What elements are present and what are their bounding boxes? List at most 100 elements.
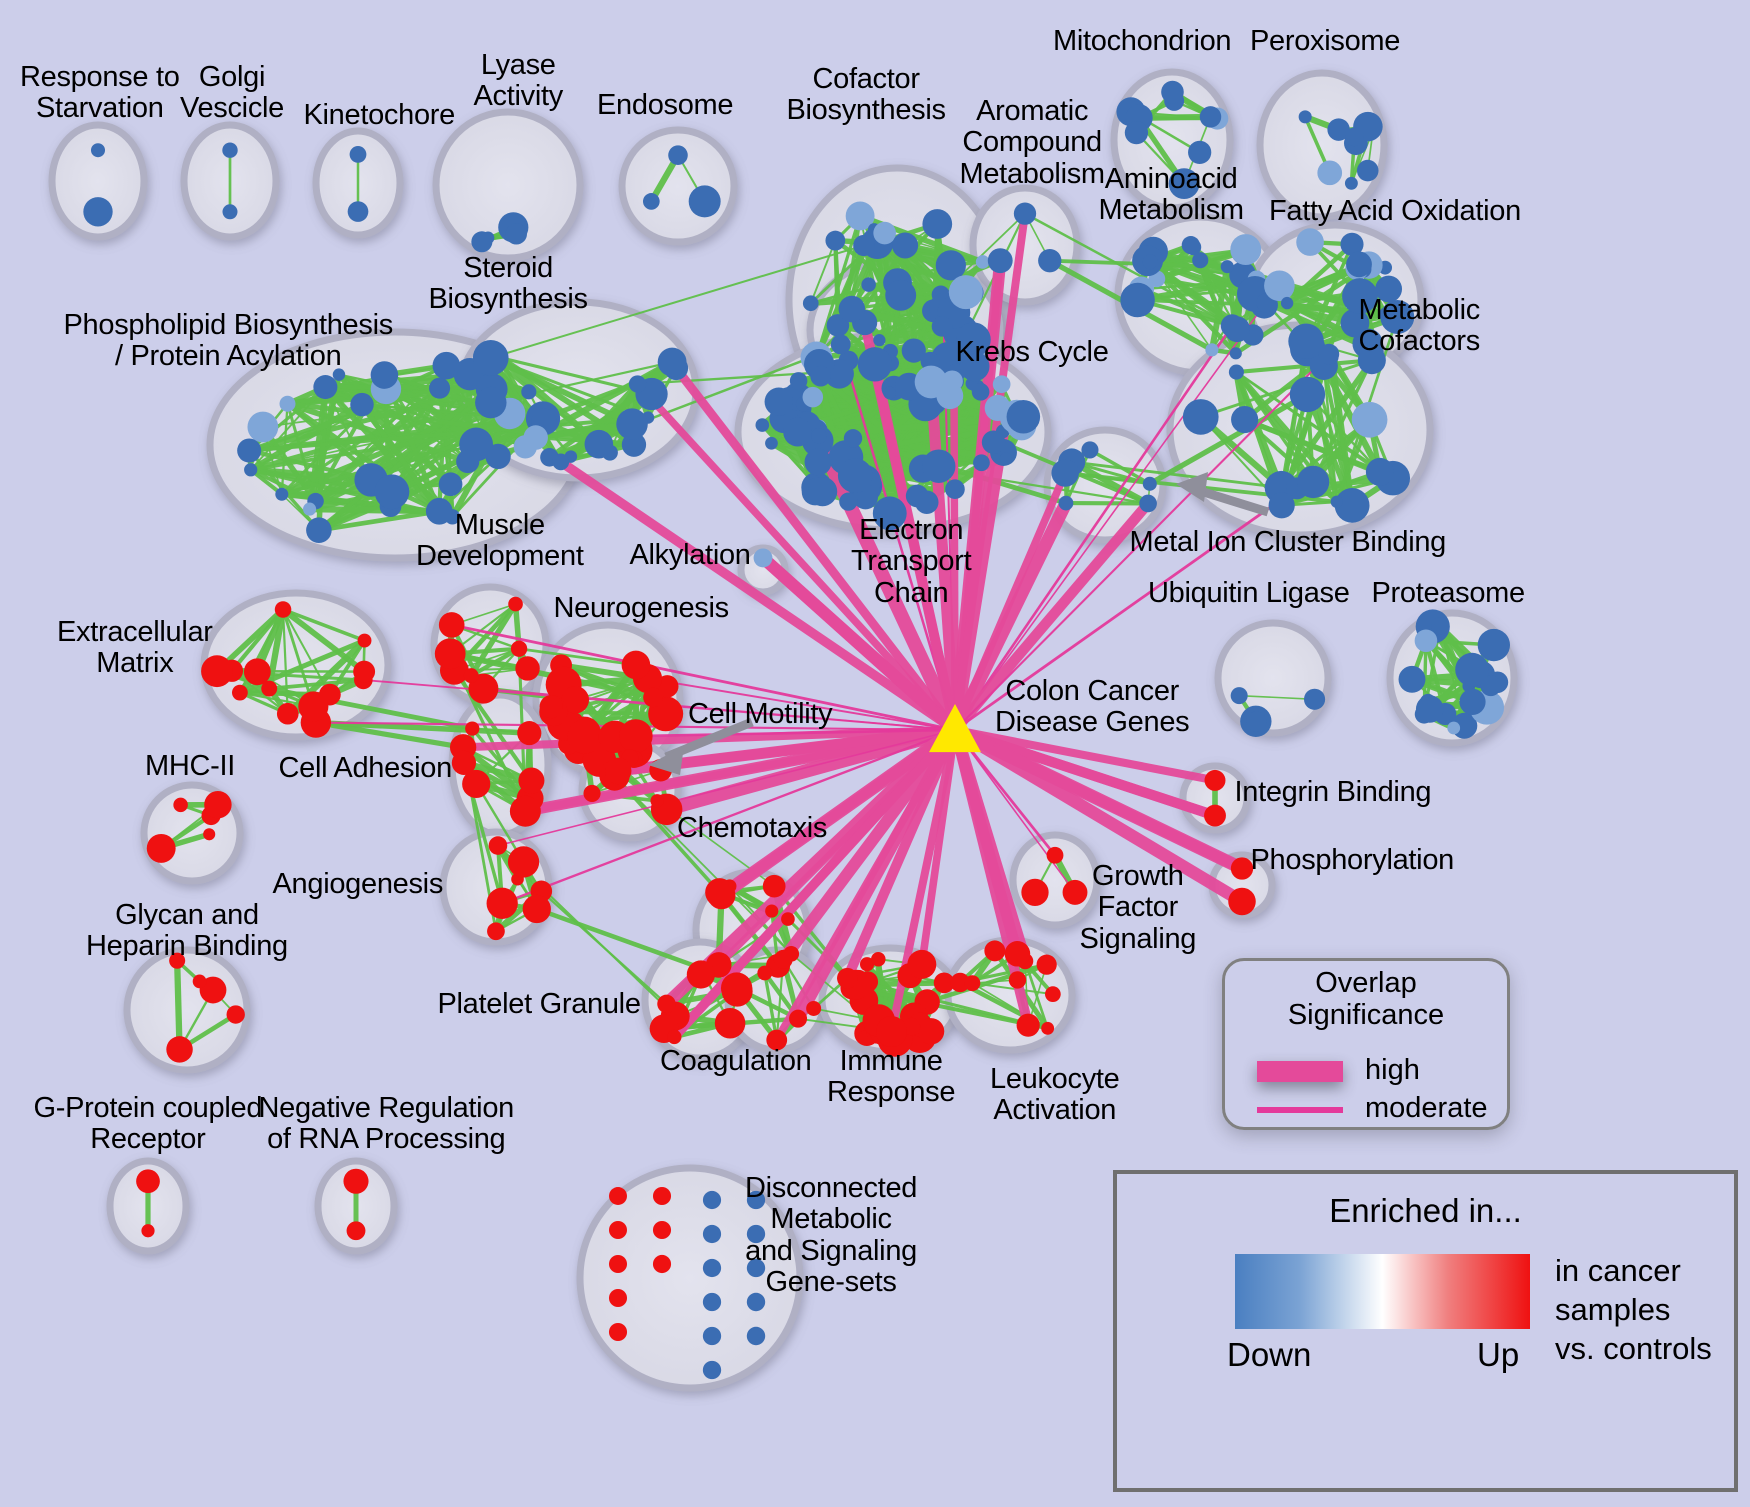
- gene-set-node[interactable]: [873, 221, 896, 245]
- gene-set-node[interactable]: [1340, 308, 1370, 338]
- gene-set-node[interactable]: [1021, 878, 1049, 907]
- gene-set-node[interactable]: [1192, 252, 1209, 269]
- gene-set-node[interactable]: [955, 322, 991, 358]
- gene-set-node[interactable]: [892, 232, 919, 259]
- gene-set-node[interactable]: [1188, 140, 1212, 164]
- gene-set-node[interactable]: [1318, 343, 1340, 365]
- gene-set-node[interactable]: [975, 255, 990, 269]
- gene-set-node[interactable]: [686, 960, 715, 989]
- gene-set-node[interactable]: [1008, 971, 1027, 989]
- gene-set-node[interactable]: [1356, 159, 1379, 182]
- gene-set-node[interactable]: [857, 347, 893, 382]
- gene-set-node[interactable]: [973, 454, 990, 472]
- gene-set-node[interactable]: [830, 334, 851, 355]
- gene-set-node[interactable]: [222, 204, 238, 220]
- gene-set-node[interactable]: [1317, 160, 1343, 186]
- gene-set-node[interactable]: [714, 1007, 746, 1039]
- gene-set-node[interactable]: [652, 1254, 672, 1274]
- gene-set-node[interactable]: [746, 1190, 766, 1210]
- gene-set-node[interactable]: [199, 976, 227, 1004]
- gene-set-node[interactable]: [933, 972, 955, 994]
- gene-set-node[interactable]: [1415, 695, 1444, 723]
- gene-set-node[interactable]: [1220, 260, 1234, 274]
- gene-set-node[interactable]: [243, 658, 271, 686]
- gene-set-node[interactable]: [650, 794, 664, 808]
- gene-set-node[interactable]: [204, 790, 232, 819]
- gene-set-node[interactable]: [522, 894, 551, 924]
- gene-set-node[interactable]: [1351, 401, 1388, 438]
- gene-set-node[interactable]: [688, 185, 721, 218]
- gene-set-node[interactable]: [232, 684, 248, 701]
- gene-set-node[interactable]: [807, 476, 838, 507]
- gene-set-node[interactable]: [357, 633, 372, 648]
- gene-set-node[interactable]: [766, 1029, 788, 1051]
- gene-set-node[interactable]: [276, 702, 299, 725]
- gene-set-node[interactable]: [859, 957, 875, 972]
- gene-set-node[interactable]: [237, 438, 262, 463]
- gene-set-node[interactable]: [781, 912, 795, 926]
- gene-set-node[interactable]: [652, 1220, 672, 1240]
- gene-set-node[interactable]: [608, 1288, 628, 1308]
- gene-set-node[interactable]: [1184, 238, 1202, 256]
- gene-set-node[interactable]: [872, 496, 907, 531]
- gene-set-node[interactable]: [876, 1016, 908, 1048]
- gene-set-node[interactable]: [346, 1221, 366, 1241]
- gene-set-node[interactable]: [279, 395, 296, 412]
- gene-set-node[interactable]: [608, 1322, 628, 1342]
- gene-set-node[interactable]: [462, 769, 491, 799]
- gene-set-node[interactable]: [1013, 202, 1037, 225]
- gene-set-node[interactable]: [456, 449, 480, 474]
- gene-set-node[interactable]: [201, 655, 233, 688]
- gene-set-node[interactable]: [1334, 487, 1370, 523]
- gene-set-node[interactable]: [950, 972, 970, 993]
- gene-set-node[interactable]: [702, 1360, 722, 1380]
- gene-set-node[interactable]: [1375, 275, 1403, 303]
- gene-set-node[interactable]: [1346, 251, 1372, 278]
- gene-set-node[interactable]: [349, 146, 367, 163]
- gene-set-node[interactable]: [561, 686, 590, 714]
- gene-set-node[interactable]: [1142, 476, 1157, 491]
- gene-set-node[interactable]: [652, 1186, 672, 1206]
- gene-set-node[interactable]: [1398, 665, 1426, 693]
- gene-set-node[interactable]: [601, 444, 618, 461]
- gene-set-node[interactable]: [802, 295, 819, 312]
- gene-set-node[interactable]: [702, 1190, 722, 1210]
- gene-set-node[interactable]: [1004, 940, 1031, 967]
- gene-set-node[interactable]: [583, 784, 601, 802]
- gene-set-node[interactable]: [141, 1224, 155, 1238]
- gene-set-node[interactable]: [374, 474, 410, 510]
- gene-set-node[interactable]: [837, 967, 858, 989]
- gene-set-node[interactable]: [1431, 617, 1449, 635]
- gene-set-node[interactable]: [746, 1326, 766, 1346]
- gene-set-node[interactable]: [507, 846, 540, 878]
- gene-set-node[interactable]: [1365, 457, 1394, 486]
- gene-set-node[interactable]: [303, 502, 317, 516]
- gene-set-node[interactable]: [668, 145, 688, 165]
- gene-set-node[interactable]: [203, 828, 216, 841]
- gene-set-node[interactable]: [608, 1220, 628, 1240]
- gene-set-node[interactable]: [802, 386, 824, 408]
- gene-set-node[interactable]: [657, 347, 687, 377]
- gene-set-node[interactable]: [1230, 234, 1262, 266]
- gene-set-node[interactable]: [1006, 400, 1041, 434]
- gene-set-node[interactable]: [136, 1169, 160, 1194]
- gene-set-node[interactable]: [621, 650, 651, 680]
- gene-set-node[interactable]: [941, 370, 963, 392]
- gene-set-node[interactable]: [959, 351, 990, 382]
- gene-set-node[interactable]: [298, 691, 329, 722]
- gene-set-node[interactable]: [1344, 176, 1358, 190]
- hub-triangle-icon[interactable]: [929, 704, 981, 753]
- gene-set-node[interactable]: [1204, 769, 1226, 791]
- gene-set-node[interactable]: [1224, 316, 1251, 343]
- gene-set-node[interactable]: [922, 449, 956, 483]
- gene-set-node[interactable]: [753, 548, 773, 568]
- gene-set-node[interactable]: [146, 833, 176, 863]
- gene-set-node[interactable]: [1280, 296, 1294, 310]
- gene-set-node[interactable]: [567, 719, 603, 754]
- gene-set-node[interactable]: [702, 1326, 722, 1346]
- gene-set-node[interactable]: [192, 974, 207, 989]
- gene-set-node[interactable]: [1330, 495, 1343, 508]
- gene-set-node[interactable]: [746, 1224, 766, 1244]
- gene-set-node[interactable]: [1182, 399, 1219, 435]
- gene-set-node[interactable]: [1455, 652, 1489, 687]
